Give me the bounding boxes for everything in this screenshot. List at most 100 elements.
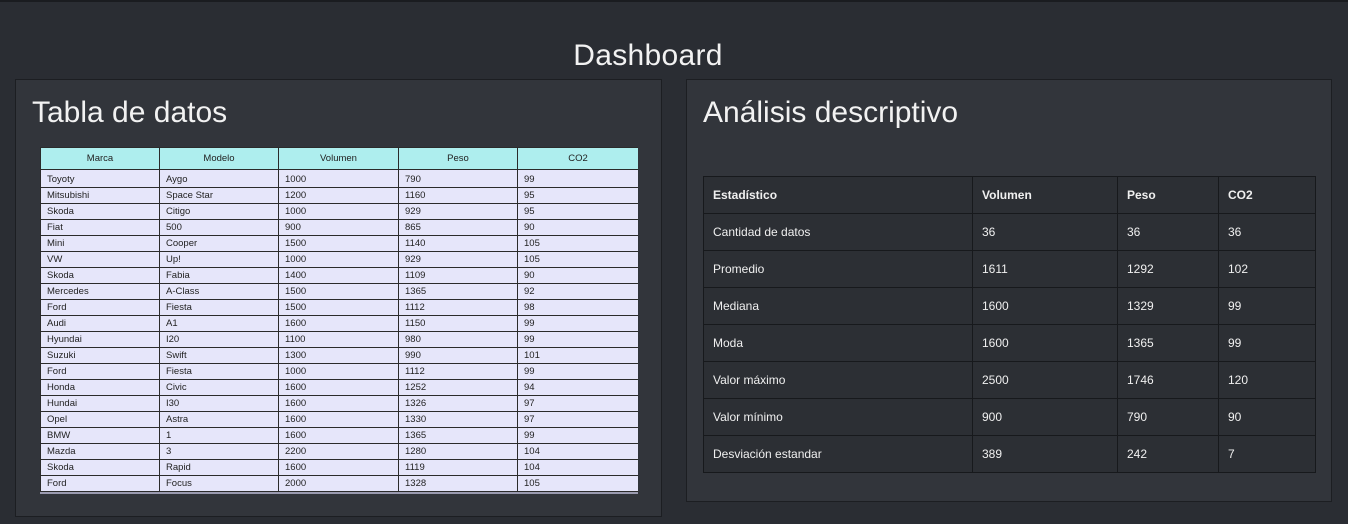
data-table-row: Skoda Fabia 1400 1109 90	[40, 267, 638, 284]
stats-value-cell: 1600	[972, 324, 1118, 362]
data-table-cell: 1200	[278, 187, 399, 204]
data-table-panel: Tabla de datos Marca Modelo Volumen Peso CO2…	[15, 79, 662, 517]
data-table-cell: VW	[40, 251, 160, 268]
stats-row: Valor máximo 2500 1746 120	[703, 361, 1316, 399]
stats-value-cell: 1329	[1117, 287, 1219, 325]
data-table-row: Mercedes A-Class 1500 1365 92	[40, 283, 638, 300]
data-table-cell: Audi	[40, 315, 160, 332]
stats-value-cell: 36	[1117, 213, 1219, 251]
data-table-cell: 101	[517, 347, 638, 364]
data-table-cell: BMW	[40, 427, 160, 444]
data-table-cell: Toyoty	[40, 169, 160, 188]
stats-value-cell: 242	[1117, 435, 1219, 473]
data-column-header: Marca	[40, 147, 160, 170]
data-table-row: Toyoty Aygo 1000 790 99	[40, 169, 638, 188]
data-table-cell: Mini	[40, 235, 160, 252]
data-table-cell: 1600	[278, 459, 399, 476]
data-table-cell: 1600	[278, 315, 399, 332]
data-table-cell: 1000	[278, 251, 399, 268]
stats-value-cell: 36	[972, 213, 1118, 251]
data-table-row: Ford Fiesta 1000 1112 99	[40, 363, 638, 380]
data-table-cell: 929	[398, 251, 518, 268]
data-table-cell: Aygo	[159, 169, 279, 188]
data-table-cell: 1500	[278, 283, 399, 300]
stats-value-cell: 900	[972, 398, 1118, 436]
data-table-cell: 1160	[398, 187, 518, 204]
data-table-cell: 1365	[398, 283, 518, 300]
data-table-cell: A1	[159, 315, 279, 332]
data-table-cell: 99	[517, 315, 638, 332]
data-table-cell: Fiesta	[159, 299, 279, 316]
stats-column-header: CO2	[1218, 176, 1316, 214]
data-table-cell: 99	[517, 427, 638, 444]
data-table-cell: 95	[517, 203, 638, 220]
data-table-cell: 1400	[278, 267, 399, 284]
stats-value-cell: 1611	[972, 250, 1118, 288]
data-table-cell: Hundai	[40, 395, 160, 412]
data-table-cell: Ford	[40, 363, 160, 380]
stats-value-cell: 790	[1117, 398, 1219, 436]
data-table-cell: 1500	[278, 299, 399, 316]
data-table-cell: 1365	[398, 427, 518, 444]
stats-value-cell: 1365	[1117, 324, 1219, 362]
stats-label-cell: Valor máximo	[703, 361, 973, 399]
data-table-cell: 92	[517, 283, 638, 300]
stats-label-cell: Moda	[703, 324, 973, 362]
data-table-row: Skoda Citigo 1000 929 95	[40, 203, 638, 220]
data-table-row: Honda Civic 1600 1252 94	[40, 379, 638, 396]
stats-value-cell: 120	[1218, 361, 1316, 399]
data-table-cell: 865	[398, 219, 518, 236]
data-table-cell: A-Class	[159, 283, 279, 300]
data-table-cell: 97	[517, 395, 638, 412]
stats-value-cell: 1746	[1117, 361, 1219, 399]
data-table-cell: Citigo	[159, 203, 279, 220]
data-table-cell: Swift	[159, 347, 279, 364]
data-table-cell: 1000	[278, 363, 399, 380]
stats-row: Cantidad de datos 36 36 36	[703, 213, 1316, 251]
data-table-cell: 1000	[278, 203, 399, 220]
data-table-row: Skoda Rapid 1600 1119 104	[40, 459, 638, 476]
stats-row: Mediana 1600 1329 99	[703, 287, 1316, 325]
stats-value-cell: 389	[972, 435, 1118, 473]
stats-column-header: Peso	[1117, 176, 1219, 214]
data-table-cell: 500	[159, 219, 279, 236]
data-table-cell: Cooper	[159, 235, 279, 252]
data-table-cell: 99	[517, 363, 638, 380]
data-table-scroll-area[interactable]: Marca Modelo Volumen Peso CO2 Toyoty Aygo 1000…	[40, 147, 638, 494]
data-table-cell: 1100	[278, 331, 399, 348]
data-table: Marca Modelo Volumen Peso CO2 Toyoty Aygo 1000…	[40, 147, 638, 492]
data-table-row: Suzuki Swift 1300 990 101	[40, 347, 638, 364]
data-table-row: VW Up! 1000 929 105	[40, 251, 638, 268]
data-table-cell: Mitsubishi	[40, 187, 160, 204]
data-table-row: BMW 1 1600 1365 99	[40, 427, 638, 444]
data-table-cell: 105	[517, 251, 638, 268]
data-table-cell: Opel	[40, 411, 160, 428]
data-table-cell: Skoda	[40, 203, 160, 220]
data-table-cell: I20	[159, 331, 279, 348]
data-table-cell: Ford	[40, 299, 160, 316]
stats-value-cell: 1600	[972, 287, 1118, 325]
data-table-cell: Focus	[159, 475, 279, 492]
data-table-cell: 1328	[398, 475, 518, 492]
stats-label-cell: Promedio	[703, 250, 973, 288]
data-table-cell: Hyundai	[40, 331, 160, 348]
stats-column-header: Volumen	[972, 176, 1118, 214]
data-table-row: Mazda 3 2200 1280 104	[40, 443, 638, 460]
data-table-title: Tabla de datos	[32, 96, 228, 129]
data-table-cell: 1600	[278, 411, 399, 428]
stats-value-cell: 90	[1218, 398, 1316, 436]
data-table-cell: 1600	[278, 379, 399, 396]
data-table-cell: 929	[398, 203, 518, 220]
data-table-cell: Ford	[40, 475, 160, 492]
data-table-cell: 104	[517, 443, 638, 460]
data-table-cell: 95	[517, 187, 638, 204]
stats-column-header: Estadístico	[703, 176, 973, 214]
data-table-cell: I30	[159, 395, 279, 412]
data-table-row: Mini Cooper 1500 1140 105	[40, 235, 638, 252]
data-table-cell: 97	[517, 411, 638, 428]
stats-table: Estadístico Volumen Peso CO2 Cantidad de da…	[703, 176, 1316, 473]
stats-label-cell: Mediana	[703, 287, 973, 325]
stats-value-cell: 36	[1218, 213, 1316, 251]
stats-label-cell: Desviación estandar	[703, 435, 973, 473]
data-table-cell: Civic	[159, 379, 279, 396]
